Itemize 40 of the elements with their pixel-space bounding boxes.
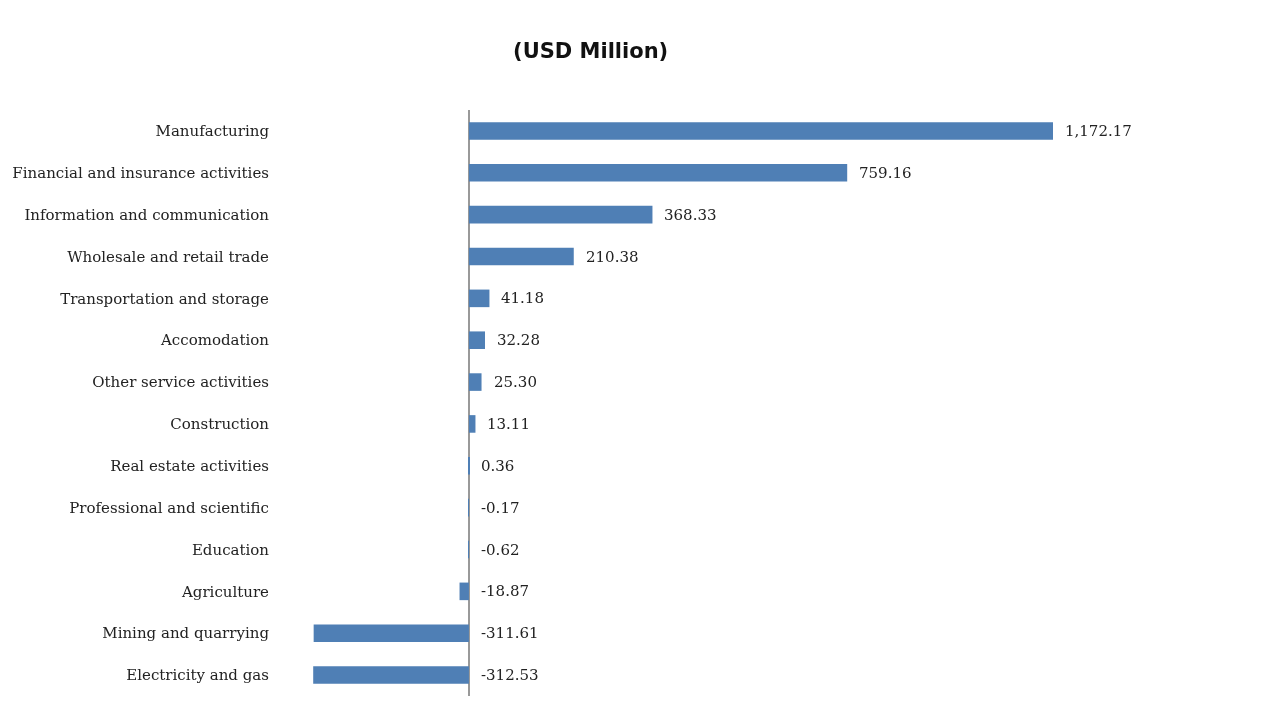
data-label: 210.38 [586,248,639,266]
y-tick-label: Transportation and storage [60,289,270,308]
data-label: -18.87 [481,582,530,600]
chart-title: (USD Million) [513,39,669,64]
y-tick-label: Other service activities [92,373,269,392]
data-label: 32.28 [497,331,540,349]
y-tick-label: Education [191,540,270,559]
bar [468,289,490,308]
data-label: -0.17 [481,499,520,517]
bar [468,415,476,433]
data-label: -0.62 [481,541,520,559]
data-label: 368.33 [664,206,717,224]
data-label: 25.30 [494,373,537,391]
data-label: 41.18 [501,289,544,307]
data-label: 0.36 [481,457,515,475]
bar [459,582,469,601]
bar [468,331,486,349]
bar [468,122,1053,140]
y-tick-label: Mining and quarrying [102,624,270,643]
y-tick-label: Agriculture [181,582,270,601]
y-tick-label: Information and communication [24,205,270,224]
data-label: 13.11 [487,415,530,433]
data-label: -312.53 [481,666,539,684]
y-tick-label: Financial and insurance activities [12,164,269,183]
bar [468,373,482,391]
y-tick-label: Real estate activities [110,457,269,476]
bar [468,205,653,224]
y-tick-label: Construction [170,415,270,434]
data-label: 759.16 [859,164,912,182]
bar [468,247,574,266]
bar [313,666,469,684]
y-tick-label: Accomodation [160,331,270,350]
data-label: 1,172.17 [1065,122,1132,140]
bar [313,624,469,642]
bar [468,164,848,182]
y-tick-label: Professional and scientific [69,498,269,517]
y-tick-label: Wholesale and retail trade [67,247,270,266]
y-tick-label: Electricity and gas [126,666,269,685]
y-tick-label: Manufacturing [155,122,270,141]
data-label: -311.61 [481,624,539,642]
